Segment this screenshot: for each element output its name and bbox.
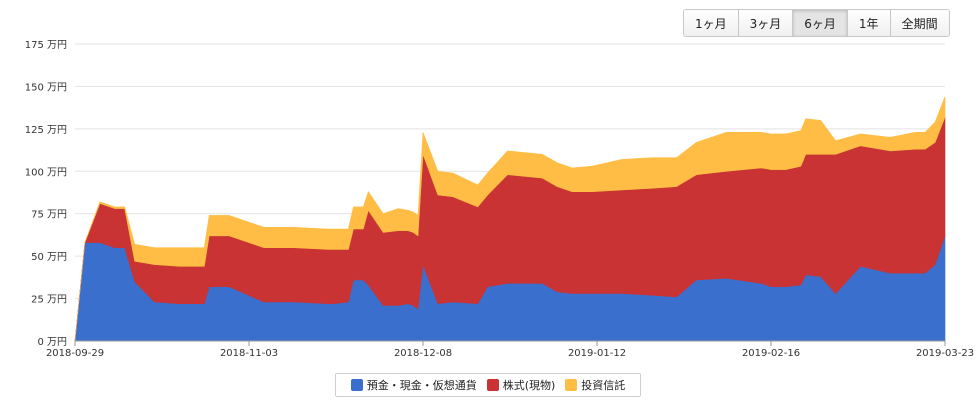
y-tick-label: 50 万円	[31, 252, 67, 263]
range-selector: 1ヶ月 3ヶ月 6ヶ月 1年 全期間	[683, 9, 950, 37]
y-tick-label: 125 万円	[25, 125, 67, 136]
legend-label: 投資信託	[581, 379, 626, 392]
legend-item-1[interactable]: 株式(現物)	[486, 377, 556, 393]
range-button-3[interactable]: 1年	[847, 10, 891, 36]
legend-swatch	[486, 379, 499, 391]
legend-item-2[interactable]: 投資信託	[565, 377, 625, 393]
legend-item-0[interactable]: 預金・現金・仮想通貨	[350, 377, 477, 393]
chart-legend: 預金・現金・仮想通貨 株式(現物) 投資信託	[335, 373, 641, 397]
y-tick-label: 25 万円	[31, 295, 67, 306]
x-tick-label: 2019-01-12	[568, 348, 626, 359]
y-tick-label: 0 万円	[37, 337, 67, 348]
y-tick-label: 175 万円	[25, 40, 67, 51]
x-tick-label: 2018-11-03	[220, 348, 278, 359]
x-tick-label: 2019-02-16	[742, 348, 800, 359]
legend-label: 株式(現物)	[502, 379, 556, 392]
stacked-area-chart: 0 万円 25 万円 50 万円 75 万円 100 万円 125 万円 150 万円 175…	[25, 40, 974, 359]
x-tick-label: 2018-12-08	[394, 348, 452, 359]
y-tick-label: 75 万円	[31, 210, 67, 221]
y-tick-label: 150 万円	[25, 82, 67, 93]
range-button-0[interactable]: 1ヶ月	[684, 10, 739, 36]
range-button-2[interactable]: 6ヶ月	[793, 10, 848, 36]
range-button-4[interactable]: 全期間	[890, 10, 949, 36]
y-tick-label: 100 万円	[25, 167, 67, 178]
legend-swatch	[565, 379, 578, 391]
x-tick-label: 2018-09-29	[46, 348, 104, 359]
legend-swatch	[350, 379, 363, 391]
legend-label: 預金・現金・仮想通貨	[366, 379, 477, 392]
x-tick-label: 2019-03-23	[916, 348, 974, 359]
range-button-1[interactable]: 3ヶ月	[738, 10, 794, 36]
area-series-2	[74, 96, 946, 342]
